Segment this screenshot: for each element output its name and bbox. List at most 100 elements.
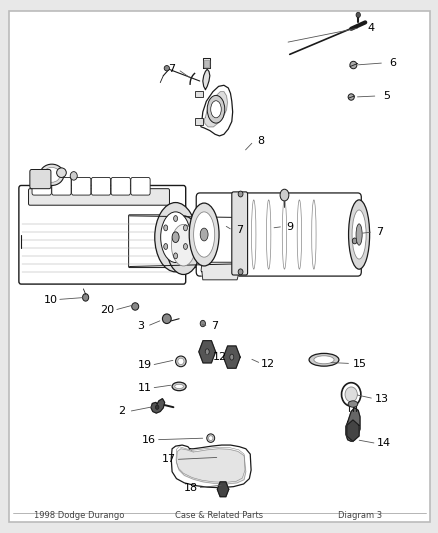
Text: 15: 15 bbox=[352, 359, 366, 368]
Ellipse shape bbox=[193, 212, 214, 257]
Ellipse shape bbox=[189, 203, 219, 266]
Ellipse shape bbox=[341, 383, 360, 406]
Ellipse shape bbox=[131, 303, 138, 310]
Text: 13: 13 bbox=[374, 394, 388, 403]
Ellipse shape bbox=[355, 12, 360, 18]
Ellipse shape bbox=[160, 212, 190, 263]
Ellipse shape bbox=[205, 349, 209, 355]
Text: 11: 11 bbox=[138, 383, 152, 393]
Text: 12: 12 bbox=[260, 359, 274, 368]
FancyBboxPatch shape bbox=[32, 177, 51, 195]
FancyBboxPatch shape bbox=[111, 177, 130, 195]
Ellipse shape bbox=[172, 382, 186, 391]
Text: 10: 10 bbox=[43, 295, 57, 304]
Ellipse shape bbox=[163, 225, 167, 231]
Ellipse shape bbox=[237, 269, 243, 274]
Ellipse shape bbox=[207, 95, 224, 123]
Ellipse shape bbox=[183, 244, 187, 249]
Polygon shape bbox=[151, 399, 164, 413]
Text: Diagram 3: Diagram 3 bbox=[337, 511, 381, 520]
Polygon shape bbox=[171, 445, 251, 488]
FancyBboxPatch shape bbox=[131, 177, 150, 195]
Ellipse shape bbox=[279, 189, 288, 201]
Text: 7: 7 bbox=[235, 225, 242, 235]
Text: 17: 17 bbox=[162, 455, 176, 464]
Ellipse shape bbox=[308, 353, 338, 366]
Text: 18: 18 bbox=[184, 483, 198, 492]
Text: 19: 19 bbox=[138, 360, 152, 370]
FancyBboxPatch shape bbox=[91, 177, 110, 195]
Ellipse shape bbox=[163, 244, 167, 249]
Text: 7: 7 bbox=[375, 227, 382, 237]
Polygon shape bbox=[198, 341, 215, 363]
Text: 6: 6 bbox=[389, 58, 396, 68]
Ellipse shape bbox=[313, 356, 333, 364]
Text: 7: 7 bbox=[211, 321, 218, 331]
Text: 4: 4 bbox=[367, 23, 374, 33]
Ellipse shape bbox=[155, 405, 159, 409]
FancyBboxPatch shape bbox=[19, 185, 185, 284]
Text: 1998 Dodge Durango: 1998 Dodge Durango bbox=[34, 511, 124, 520]
Ellipse shape bbox=[172, 232, 179, 243]
FancyBboxPatch shape bbox=[231, 192, 247, 275]
Bar bbox=[195, 118, 203, 125]
Ellipse shape bbox=[230, 354, 233, 360]
FancyBboxPatch shape bbox=[71, 177, 91, 195]
Text: 20: 20 bbox=[100, 305, 114, 315]
Ellipse shape bbox=[208, 436, 212, 440]
Ellipse shape bbox=[162, 314, 171, 324]
Ellipse shape bbox=[43, 167, 60, 182]
Ellipse shape bbox=[210, 101, 221, 118]
Bar bbox=[195, 91, 203, 97]
Ellipse shape bbox=[200, 228, 208, 241]
Polygon shape bbox=[204, 60, 208, 67]
Ellipse shape bbox=[82, 294, 88, 301]
Ellipse shape bbox=[200, 320, 205, 327]
Ellipse shape bbox=[344, 387, 357, 402]
Ellipse shape bbox=[175, 356, 186, 367]
Text: 12: 12 bbox=[212, 352, 226, 362]
Text: 7: 7 bbox=[167, 64, 174, 74]
Polygon shape bbox=[345, 408, 359, 441]
Polygon shape bbox=[176, 449, 245, 484]
Ellipse shape bbox=[347, 401, 357, 407]
Ellipse shape bbox=[348, 200, 369, 269]
Polygon shape bbox=[199, 85, 232, 136]
Ellipse shape bbox=[171, 224, 195, 266]
Ellipse shape bbox=[347, 94, 353, 100]
Polygon shape bbox=[223, 346, 240, 368]
Text: 9: 9 bbox=[286, 222, 293, 231]
FancyBboxPatch shape bbox=[30, 169, 51, 189]
Ellipse shape bbox=[237, 191, 243, 197]
Ellipse shape bbox=[351, 210, 365, 259]
FancyBboxPatch shape bbox=[196, 193, 360, 276]
Text: Case & Related Parts: Case & Related Parts bbox=[175, 511, 263, 520]
Ellipse shape bbox=[177, 358, 184, 365]
Ellipse shape bbox=[39, 164, 64, 185]
FancyBboxPatch shape bbox=[28, 189, 169, 205]
FancyBboxPatch shape bbox=[52, 177, 71, 195]
Ellipse shape bbox=[173, 215, 177, 222]
Ellipse shape bbox=[206, 434, 214, 442]
Ellipse shape bbox=[57, 168, 66, 177]
Ellipse shape bbox=[155, 203, 196, 272]
Ellipse shape bbox=[352, 238, 357, 244]
Text: 8: 8 bbox=[257, 136, 264, 146]
Polygon shape bbox=[217, 482, 228, 497]
Polygon shape bbox=[202, 58, 209, 68]
Polygon shape bbox=[204, 92, 227, 127]
Ellipse shape bbox=[355, 224, 361, 245]
Polygon shape bbox=[346, 420, 358, 441]
Polygon shape bbox=[202, 69, 209, 90]
Text: 3: 3 bbox=[137, 321, 144, 331]
Ellipse shape bbox=[70, 172, 77, 180]
Text: 14: 14 bbox=[376, 439, 390, 448]
Ellipse shape bbox=[349, 61, 356, 69]
Text: 16: 16 bbox=[142, 435, 156, 445]
Ellipse shape bbox=[164, 66, 169, 71]
Ellipse shape bbox=[166, 216, 200, 274]
Text: 2: 2 bbox=[118, 407, 125, 416]
Ellipse shape bbox=[183, 225, 187, 231]
Polygon shape bbox=[201, 262, 239, 280]
Ellipse shape bbox=[174, 384, 183, 389]
